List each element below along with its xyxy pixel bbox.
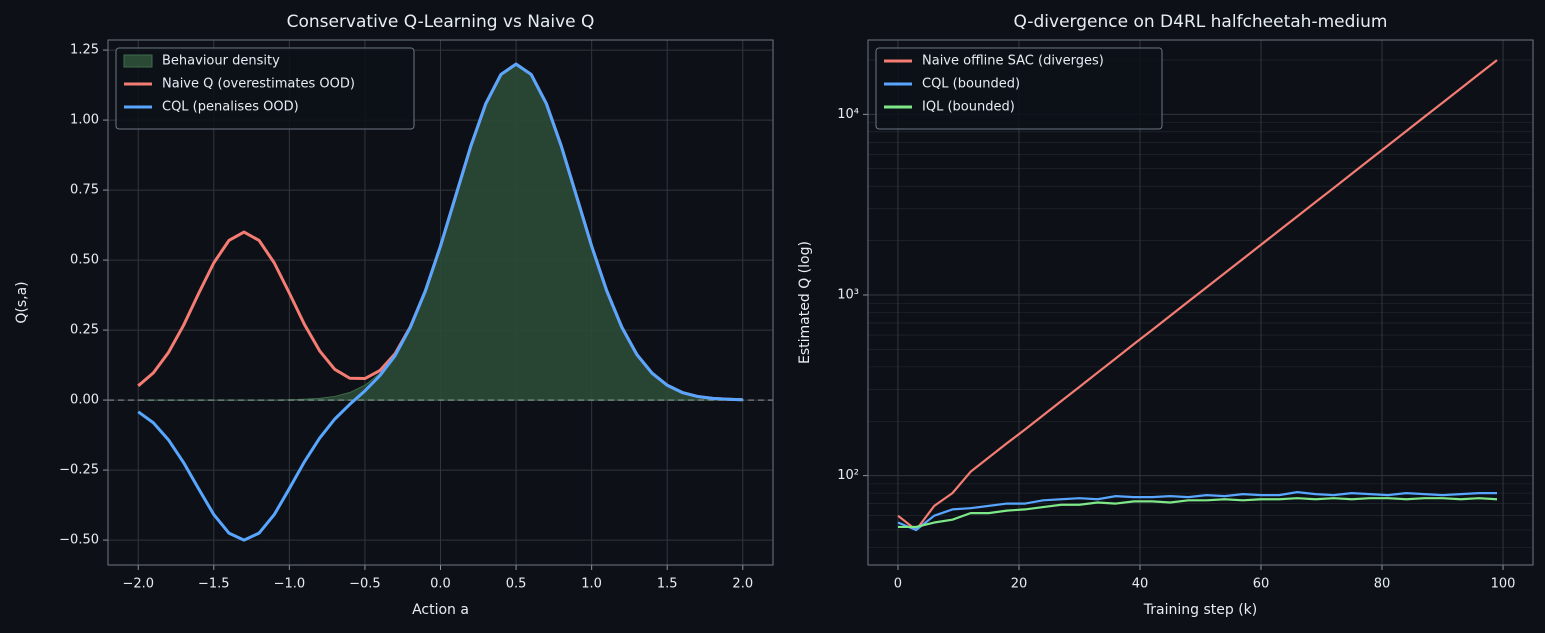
x-tick-label: −1.0 (274, 577, 306, 592)
plot-marks (897, 59, 1498, 532)
legend-box (115, 47, 415, 130)
legend-label: Naive offline SAC (diverges) (922, 54, 1104, 69)
series-line (897, 497, 1498, 529)
y-tick-label: −0.50 (59, 533, 99, 548)
legend-label: Behaviour density (162, 54, 280, 69)
y-axis-label: Estimated Q (log) (797, 241, 813, 364)
y-tick-label: 0.75 (70, 183, 99, 198)
y-tick-label: 1.25 (70, 43, 99, 58)
legend-swatch (123, 54, 153, 68)
legend-box (875, 47, 1163, 130)
x-tick-label: −2.0 (122, 577, 154, 592)
legend: Naive offline SAC (diverges) CQL (bounded… (875, 47, 1163, 130)
x-tick-label: −1.5 (198, 577, 230, 592)
y-tick-label: 0.50 (70, 253, 99, 268)
y-tick-label: 0.25 (70, 323, 99, 338)
chart-title: Conservative Q-Learning vs Naive Q (287, 12, 595, 32)
y-tick-label: 0.00 (70, 393, 99, 408)
series-line (137, 62, 743, 542)
series-line (897, 491, 1497, 532)
x-tick-label: 0.0 (430, 577, 451, 592)
x-tick-label: −0.5 (349, 577, 381, 592)
legend-label: CQL (penalises OOD) (162, 100, 299, 115)
axes-frame (107, 39, 774, 566)
legend-label: Naive Q (overestimates OOD) (162, 77, 355, 92)
x-axis-label: Action a (412, 602, 469, 618)
subplot: 10² 10³ 10⁴ 0 20 40 60 80 100 Q-divergence on D4R… (797, 12, 1534, 618)
subplot: −0.50 −0.25 0.00 0.25 0.50 0.75 1.00 1.25 −2.0 −1… (14, 12, 774, 618)
x-axis-label: Training step (k) (1143, 602, 1257, 618)
legend-label: CQL (bounded) (922, 77, 1020, 92)
x-tick-label: 60 (1253, 577, 1270, 592)
chart-title: Q-divergence on D4RL halfcheetah-medium (1014, 12, 1388, 32)
x-tick-label: 80 (1374, 577, 1391, 592)
x-tick-label: 40 (1132, 577, 1149, 592)
legend-label: IQL (bounded) (922, 100, 1015, 115)
x-tick-label: 2.0 (732, 577, 753, 592)
plot-marks (108, 62, 773, 542)
x-tick-label: 20 (1011, 577, 1028, 592)
x-tick-label: 1.5 (657, 577, 678, 592)
y-tick-label: −0.25 (59, 463, 99, 478)
y-tick-label: 10⁴ (837, 107, 859, 122)
x-tick-label: 0 (894, 577, 902, 592)
y-axis-label: Q(s,a) (14, 281, 30, 323)
y-tick-label: 1.00 (70, 113, 99, 128)
legend: Behaviour density Naive Q (overestimates … (115, 47, 415, 130)
x-tick-label: 0.5 (506, 577, 527, 592)
series-line (897, 59, 1498, 532)
axes-frame (867, 39, 1534, 566)
x-tick-label: 100 (1491, 577, 1516, 592)
y-tick-label: 10² (837, 468, 859, 483)
x-tick-label: 1.0 (581, 577, 602, 592)
y-tick-label: 10³ (837, 287, 859, 302)
